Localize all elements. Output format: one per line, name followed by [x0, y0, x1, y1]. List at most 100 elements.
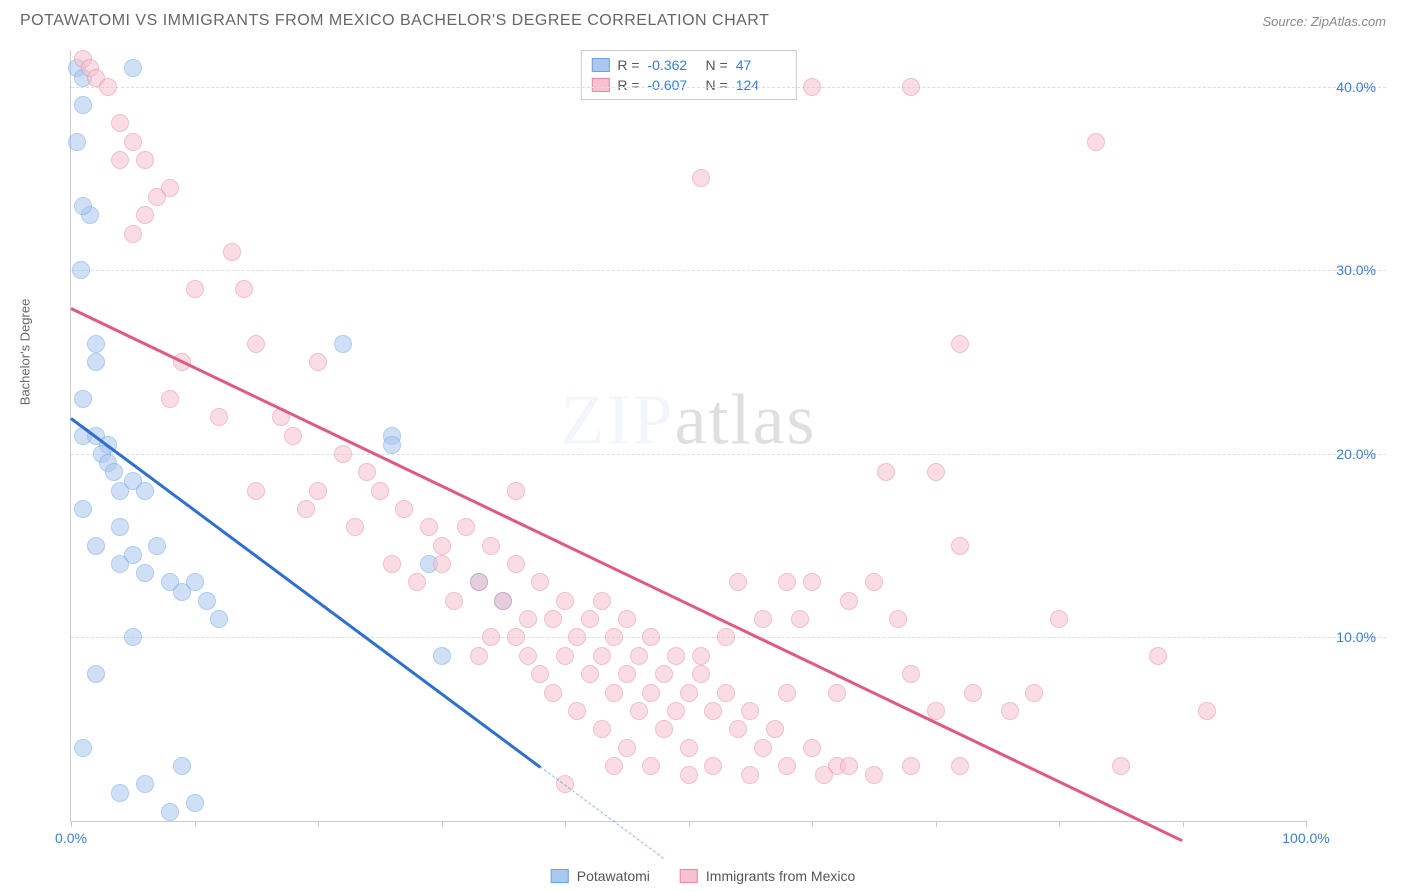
- scatter-point: [766, 720, 784, 738]
- scatter-point: [136, 482, 154, 500]
- scatter-point: [754, 610, 772, 628]
- x-tick: [936, 821, 937, 827]
- scatter-point: [778, 757, 796, 775]
- scatter-point: [210, 408, 228, 426]
- scatter-point: [74, 500, 92, 518]
- scatter-point: [186, 794, 204, 812]
- stats-n-value: 47: [736, 57, 786, 73]
- scatter-point: [605, 757, 623, 775]
- x-tick: [1183, 821, 1184, 827]
- x-tick: [565, 821, 566, 827]
- stats-r-value: -0.362: [648, 57, 698, 73]
- scatter-point: [136, 775, 154, 793]
- scatter-point: [334, 445, 352, 463]
- scatter-point: [1198, 702, 1216, 720]
- x-tick: [442, 821, 443, 827]
- scatter-point: [124, 59, 142, 77]
- stats-n-label: N =: [706, 57, 728, 73]
- scatter-point: [655, 665, 673, 683]
- chart-container: Bachelor's Degree ZIPatlas R =-0.362N =4…: [50, 50, 1386, 852]
- scatter-point: [247, 335, 265, 353]
- stats-box: R =-0.362N =47R =-0.607N =124: [580, 50, 796, 100]
- stats-r-label: R =: [617, 57, 639, 73]
- x-tick-label: 0.0%: [55, 830, 87, 846]
- scatter-point: [309, 482, 327, 500]
- scatter-point: [778, 573, 796, 591]
- scatter-point: [704, 757, 722, 775]
- scatter-point: [111, 784, 129, 802]
- scatter-point: [754, 739, 772, 757]
- scatter-point: [568, 702, 586, 720]
- scatter-point: [692, 169, 710, 187]
- scatter-point: [433, 537, 451, 555]
- gridline: [71, 270, 1386, 271]
- scatter-point: [531, 573, 549, 591]
- scatter-point: [99, 78, 117, 96]
- scatter-point: [507, 628, 525, 646]
- scatter-point: [297, 500, 315, 518]
- scatter-point: [531, 665, 549, 683]
- scatter-point: [618, 610, 636, 628]
- scatter-point: [630, 647, 648, 665]
- scatter-point: [87, 537, 105, 555]
- scatter-point: [186, 573, 204, 591]
- scatter-point: [494, 592, 512, 610]
- legend-swatch: [680, 869, 698, 883]
- scatter-point: [803, 78, 821, 96]
- scatter-point: [111, 518, 129, 536]
- scatter-point: [161, 179, 179, 197]
- scatter-point: [692, 665, 710, 683]
- scatter-point: [371, 482, 389, 500]
- watermark: ZIPatlas: [561, 379, 817, 462]
- stats-n-label: N =: [706, 77, 728, 93]
- y-tick-label: 30.0%: [1336, 262, 1376, 278]
- scatter-point: [124, 546, 142, 564]
- scatter-point: [433, 647, 451, 665]
- scatter-point: [593, 647, 611, 665]
- scatter-point: [581, 610, 599, 628]
- scatter-point: [667, 647, 685, 665]
- legend-item: Potawatomi: [551, 868, 650, 884]
- scatter-point: [741, 766, 759, 784]
- scatter-point: [803, 739, 821, 757]
- legend-label: Potawatomi: [577, 868, 650, 884]
- scatter-point: [778, 684, 796, 702]
- scatter-point: [74, 739, 92, 757]
- scatter-point: [692, 647, 710, 665]
- scatter-point: [433, 555, 451, 573]
- scatter-point: [470, 647, 488, 665]
- scatter-point: [717, 628, 735, 646]
- scatter-point: [383, 555, 401, 573]
- x-tick: [195, 821, 196, 827]
- chart-title: POTAWATOMI VS IMMIGRANTS FROM MEXICO BAC…: [20, 12, 769, 30]
- scatter-point: [74, 197, 92, 215]
- scatter-point: [902, 78, 920, 96]
- scatter-point: [655, 720, 673, 738]
- stats-r-value: -0.607: [648, 77, 698, 93]
- trend-line: [70, 307, 1183, 842]
- scatter-point: [445, 592, 463, 610]
- series-swatch: [591, 78, 609, 92]
- scatter-point: [1025, 684, 1043, 702]
- scatter-point: [173, 757, 191, 775]
- scatter-point: [815, 766, 833, 784]
- scatter-point: [951, 757, 969, 775]
- scatter-point: [889, 610, 907, 628]
- x-tick: [812, 821, 813, 827]
- source-attribution: Source: ZipAtlas.com: [1262, 14, 1386, 29]
- series-swatch: [591, 58, 609, 72]
- scatter-point: [865, 766, 883, 784]
- y-tick-label: 20.0%: [1336, 446, 1376, 462]
- scatter-point: [136, 206, 154, 224]
- scatter-point: [235, 280, 253, 298]
- scatter-point: [87, 665, 105, 683]
- trend-line-dashed: [540, 766, 664, 859]
- scatter-point: [605, 684, 623, 702]
- scatter-point: [482, 628, 500, 646]
- scatter-point: [803, 573, 821, 591]
- scatter-point: [334, 335, 352, 353]
- scatter-point: [729, 720, 747, 738]
- scatter-point: [642, 684, 660, 702]
- scatter-point: [556, 647, 574, 665]
- scatter-point: [605, 628, 623, 646]
